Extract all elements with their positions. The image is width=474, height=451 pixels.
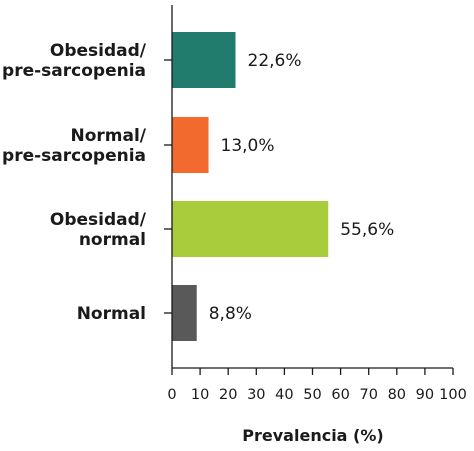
bars-layer	[172, 32, 329, 341]
bar-2	[172, 201, 329, 257]
value-label-2: 55,6%	[340, 220, 394, 240]
x-tick-label-6: 60	[331, 387, 349, 403]
category-label-1-line-1: pre-sarcopenia	[2, 146, 146, 166]
category-label-0-line-1: pre-sarcopenia	[2, 61, 146, 81]
bar-3	[172, 285, 197, 341]
x-tick-label-1: 10	[191, 387, 209, 403]
category-label-2-line-0: Obesidad/	[50, 210, 147, 230]
value-label-3: 8,8%	[209, 304, 252, 324]
x-tick-label-3: 30	[247, 387, 265, 403]
category-label-1-line-0: Normal/	[70, 126, 146, 146]
x-tick-label-0: 0	[167, 387, 176, 403]
x-tick-label-9: 90	[416, 387, 434, 403]
category-label-0-line-0: Obesidad/	[50, 41, 147, 61]
x-axis-title: Prevalencia (%)	[242, 426, 383, 445]
bar-1	[172, 117, 209, 173]
value-label-1: 13,0%	[221, 136, 275, 156]
category-label-3-line-0: Normal	[77, 304, 146, 324]
x-tick-label-2: 20	[219, 387, 237, 403]
bar-0	[172, 32, 236, 88]
labels-layer: 22,6% Obesidad/pre-sarcopenia 13,0% Normal/…	[2, 41, 467, 403]
value-label-0: 22,6%	[248, 51, 302, 71]
x-tick-label-4: 40	[275, 387, 293, 403]
x-tick-label-10: 100	[439, 387, 467, 403]
x-tick-label-5: 50	[303, 387, 321, 403]
category-label-2-line-1: normal	[79, 230, 146, 250]
axes-layer	[164, 5, 454, 375]
x-tick-label-7: 70	[359, 387, 377, 403]
x-tick-label-8: 80	[388, 387, 406, 403]
